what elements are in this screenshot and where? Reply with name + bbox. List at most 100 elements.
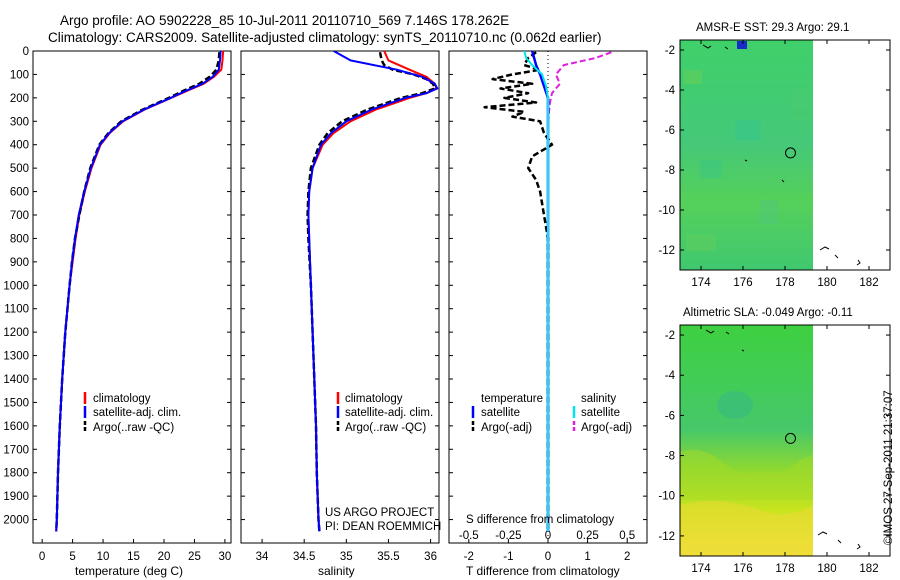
watermark: ©IMOS 27-Sep-2011 21:37:07 xyxy=(883,390,895,545)
legend-s-satellite-label: satellite xyxy=(581,407,620,419)
s-difference-label: S difference from climatology xyxy=(466,514,614,526)
sla-map-title: Altimetric SLA: -0.049 Argo: -0.11 xyxy=(683,307,853,319)
lat-tick-label: -8 xyxy=(665,451,675,463)
depth-tick-label: 1000 xyxy=(3,280,29,292)
lat-tick-label: -8 xyxy=(665,165,675,177)
x-tick-label: 30 xyxy=(219,551,232,563)
lon-tick-label: 176 xyxy=(733,277,752,289)
x-tick-label: 5 xyxy=(69,551,75,563)
x-tick-label: 34 xyxy=(256,551,269,563)
depth-tick-label: 0 xyxy=(23,46,29,58)
lat-tick-label: -10 xyxy=(658,205,675,217)
depth-tick-label: 900 xyxy=(10,257,29,269)
x-tick-label: 20 xyxy=(158,551,171,563)
salinity-legend: climatology satellite-adj. clim. Argo(..… xyxy=(336,392,433,434)
legend-t-satellite-label: satellite xyxy=(481,407,520,419)
lon-tick-label: 174 xyxy=(691,563,711,575)
depth-tick-label: 400 xyxy=(10,140,29,152)
sst-map-field xyxy=(680,40,813,270)
t-difference-xlabel: T difference from climatology xyxy=(466,564,620,578)
legend-t-argo-label: Argo(-adj) xyxy=(481,422,532,434)
sst-map-coastlines xyxy=(702,44,861,266)
legend-argo-label: Argo(..raw -QC) xyxy=(93,422,174,434)
depth-tick-label: 1700 xyxy=(3,444,29,456)
sst-map-title: AMSR-E SST: 29.3 Argo: 29.1 xyxy=(696,22,849,34)
s-tick-label: -0.25 xyxy=(495,530,521,542)
figure-title-line1: Argo profile: AO 5902228_85 10-Jul-2011 … xyxy=(60,13,509,28)
depth-tick-label: 1800 xyxy=(3,468,29,480)
x-tick-label: 36 xyxy=(424,551,437,563)
sla-map-panel: Altimetric SLA: -0.049 Argo: -0.11 174 17… xyxy=(658,307,891,575)
depth-tick-label: 1300 xyxy=(3,351,29,363)
x-tick-label: 1 xyxy=(584,551,590,563)
salinity-xlabel: salinity xyxy=(318,564,355,578)
x-tick-label: 35.5 xyxy=(377,551,399,563)
x-tick-label: 10 xyxy=(97,551,110,563)
depth-tick-label: 700 xyxy=(10,210,29,222)
temperature-series xyxy=(54,51,225,532)
difference-panel: -2 -1 0 1 2 -0.5 -0.25 0 0.25 0.5 S difference f… xyxy=(448,50,648,578)
argo-temperature-line xyxy=(54,52,221,532)
climatology-temperature-line xyxy=(55,51,225,532)
satellite-salinity-line xyxy=(307,51,439,532)
sst-map-axes: 174 176 178 180 182 -2 -4 -6 -8 -10 -12 xyxy=(658,40,890,289)
depth-tick-label: 800 xyxy=(10,233,29,245)
depth-tick-label: 200 xyxy=(10,93,29,105)
temperature-xlabel: temperature (deg C) xyxy=(75,564,183,578)
sla-map-axes: 174 176 178 180 182 -2 -4 -6 -8 -10 -12 xyxy=(658,325,890,575)
lat-tick-label: -10 xyxy=(658,491,675,503)
lat-tick-label: -6 xyxy=(665,410,675,422)
legend-salinity-header: salinity xyxy=(581,393,616,405)
x-tick-label: 0 xyxy=(545,551,551,563)
lat-tick-label: -2 xyxy=(665,330,675,342)
project-pi: PI: DEAN ROEMMICH xyxy=(325,521,441,533)
legend-climatology-label: climatology xyxy=(345,393,403,405)
depth-tick-label: 2000 xyxy=(3,515,29,527)
sla-map-patches xyxy=(680,391,813,556)
lat-tick-label: -4 xyxy=(665,85,676,97)
project-name: US ARGO PROJECT xyxy=(325,507,434,519)
salinity-axis: 34 34.5 35 35.5 36 xyxy=(256,539,437,563)
lat-tick-label: -6 xyxy=(665,125,675,137)
climatology-salinity-line xyxy=(307,51,438,532)
salinity-depth-ticks xyxy=(241,50,439,521)
salinity-plot-frame xyxy=(240,50,440,544)
temperature-panel: 0100200300400500600700800900100011001200… xyxy=(3,46,232,578)
depth-tick-label: 1900 xyxy=(3,491,29,503)
x-tick-label: -1 xyxy=(503,551,513,563)
legend-s-argo-label: Argo(-adj) xyxy=(581,422,632,434)
depth-tick-label: 300 xyxy=(10,116,29,128)
legend-temperature-header: temperature xyxy=(481,393,543,405)
x-tick-label: 0 xyxy=(39,551,45,563)
lat-tick-label: -12 xyxy=(658,531,675,543)
depth-tick-label: 600 xyxy=(10,187,29,199)
argo-salinity-line xyxy=(306,51,437,532)
satellite-temperature-line xyxy=(55,51,222,532)
depth-axis: 0 100 200 300 400 500 600 700 800 900 1000 1100 1200… xyxy=(3,46,231,527)
salinity-series xyxy=(306,51,439,532)
lon-tick-label: 178 xyxy=(775,563,794,575)
depth-tick-label: 1100 xyxy=(4,304,29,316)
sla-map-coastlines xyxy=(705,329,861,550)
legend-argo-label: Argo(..raw -QC) xyxy=(345,422,426,434)
sla-map-field xyxy=(680,325,813,556)
argo-t-difference-line xyxy=(483,51,554,532)
temperature-legend: climatology satellite-adj. clim. Argo(..… xyxy=(83,392,181,434)
depth-tick-label: 500 xyxy=(10,163,29,175)
difference-legend: temperature salinity satellite Argo(-adj… xyxy=(471,393,632,434)
depth-tick-label: 1200 xyxy=(3,327,29,339)
lat-tick-label: -4 xyxy=(665,370,676,382)
x-tick-label: 25 xyxy=(188,551,201,563)
lon-tick-label: 182 xyxy=(859,563,878,575)
temperature-axis: 0 5 10 15 20 25 30 xyxy=(39,539,231,563)
figure-title-line2: Climatology: CARS2009. Satellite-adjuste… xyxy=(48,30,602,45)
sst-argo-position-marker xyxy=(785,147,797,159)
legend-satellite-label: satellite-adj. clim. xyxy=(93,407,181,419)
s-tick-label: 0.5 xyxy=(619,530,635,542)
s-tick-label: -0.5 xyxy=(459,530,479,542)
lon-tick-label: 176 xyxy=(733,563,752,575)
sst-map-land-patch xyxy=(737,41,747,49)
depth-tick-label: 1500 xyxy=(3,397,29,409)
depth-tick-label: 1600 xyxy=(3,421,29,433)
